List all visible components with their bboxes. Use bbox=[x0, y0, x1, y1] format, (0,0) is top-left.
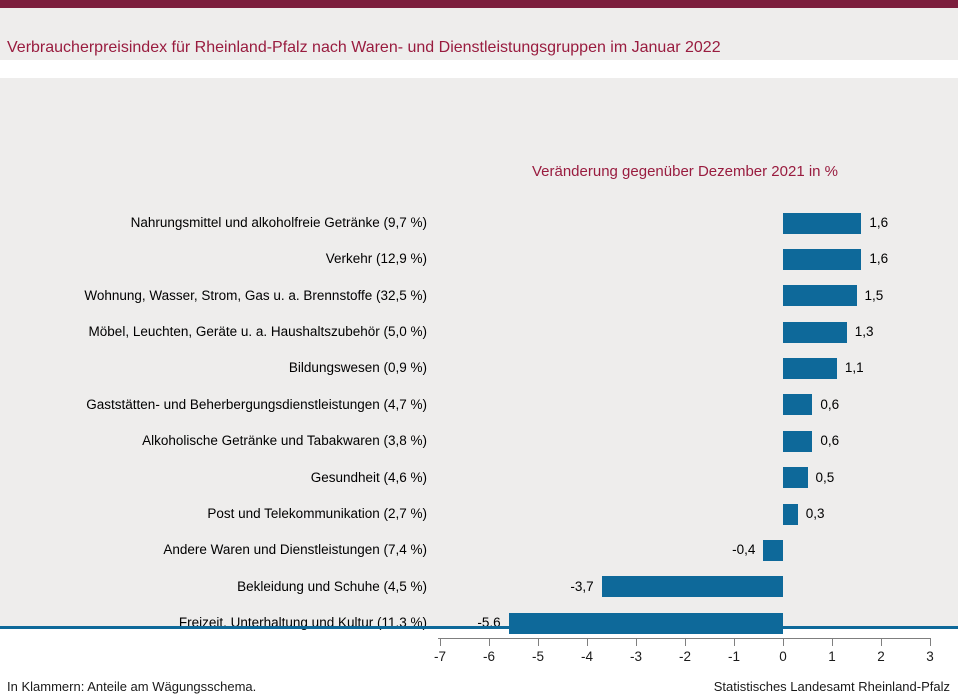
axis-tick bbox=[832, 638, 833, 646]
bar bbox=[763, 539, 783, 561]
footer-accent-line bbox=[0, 626, 958, 629]
bar bbox=[783, 467, 808, 489]
bar-row: Bildungswesen (0,9 %) 1,1 bbox=[0, 350, 958, 387]
axis-tick-label: 3 bbox=[926, 649, 934, 664]
bar bbox=[783, 249, 862, 271]
axis-tick-label: -4 bbox=[580, 649, 593, 664]
axis-tick bbox=[538, 638, 539, 646]
bar-row: Bekleidung und Schuhe (4,5 %) -3,7 bbox=[0, 569, 958, 606]
bar-row: Wohnung, Wasser, Strom, Gas u. a. Brenns… bbox=[0, 278, 958, 315]
value-label: 0,6 bbox=[820, 396, 840, 412]
category-label: Nahrungsmittel und alkoholfreie Getränke… bbox=[130, 215, 427, 230]
category-label: Freizeit, Unterhaltung und Kultur (11,3 … bbox=[178, 614, 427, 630]
bar bbox=[783, 430, 813, 452]
chart-panel: Veränderung gegenüber Dezember 2021 in %… bbox=[0, 78, 958, 694]
axis-tick bbox=[930, 638, 931, 646]
title-band: Verbraucherpreisindex für Rheinland-Pfal… bbox=[0, 8, 958, 60]
bar-row: Gesundheit (4,6 %) 0,5 bbox=[0, 460, 958, 497]
value-label: -3,7 bbox=[570, 578, 594, 594]
footnote: In Klammern: Anteile am Wägungsschema. bbox=[7, 679, 257, 694]
category-label: Andere Waren und Dienstleistungen (7,4 %… bbox=[163, 542, 427, 558]
category-label: Post und Telekommunikation (2,7 %) bbox=[207, 505, 427, 521]
axis-tick-label: -6 bbox=[482, 649, 495, 664]
value-label: 0,6 bbox=[820, 433, 840, 449]
category-label: Wohnung, Wasser, Strom, Gas u. a. Brenns… bbox=[84, 287, 427, 303]
axis-tick-label: 0 bbox=[779, 649, 787, 664]
axis-tick bbox=[489, 638, 490, 646]
bar bbox=[508, 612, 783, 634]
axis-tick bbox=[587, 638, 588, 646]
bar-row: Nahrungsmittel und alkoholfreie Getränke… bbox=[0, 205, 958, 242]
value-label: 1,3 bbox=[854, 324, 874, 340]
header-accent-bar bbox=[0, 0, 958, 8]
axis-tick-label: -5 bbox=[531, 649, 544, 664]
axis-tick bbox=[881, 638, 882, 646]
category-label: Bekleidung und Schuhe (4,5 %) bbox=[237, 578, 427, 594]
value-label: 0,3 bbox=[805, 505, 825, 521]
value-label: 0,5 bbox=[815, 469, 835, 485]
bar bbox=[783, 394, 813, 416]
axis-tick-label: -3 bbox=[629, 649, 642, 664]
bar-row: Post und Telekommunikation (2,7 %) 0,3 bbox=[0, 496, 958, 533]
axis-tick bbox=[783, 638, 784, 646]
page-title: Verbraucherpreisindex für Rheinland-Pfal… bbox=[7, 39, 721, 56]
bar bbox=[783, 285, 857, 307]
category-label: Möbel, Leuchten, Geräte u. a. Haushaltsz… bbox=[88, 324, 427, 340]
bar-row: Gaststätten- und Beherbergungsdienstleis… bbox=[0, 387, 958, 424]
axis-tick bbox=[685, 638, 686, 646]
axis-tick-label: -7 bbox=[433, 649, 446, 664]
axis-tick-label: 2 bbox=[877, 649, 885, 664]
source-credit: Statistisches Landesamt Rheinland-Pfalz bbox=[713, 679, 950, 694]
title-separator bbox=[0, 60, 958, 78]
value-label: 1,6 bbox=[869, 215, 889, 230]
category-label: Gaststätten- und Beherbergungsdienstleis… bbox=[86, 396, 427, 412]
value-label: 1,6 bbox=[869, 251, 889, 267]
bar bbox=[601, 576, 783, 598]
category-label: Alkoholische Getränke und Tabakwaren (3,… bbox=[142, 433, 427, 449]
axis-tick-label: 1 bbox=[828, 649, 836, 664]
bar-row: Verkehr (12,9 %) 1,6 bbox=[0, 241, 958, 278]
axis-tick bbox=[440, 638, 441, 646]
bar-row: Möbel, Leuchten, Geräte u. a. Haushaltsz… bbox=[0, 314, 958, 351]
value-label: -0,4 bbox=[732, 542, 756, 558]
bar-row: Andere Waren und Dienstleistungen (7,4 %… bbox=[0, 532, 958, 569]
bar bbox=[783, 321, 847, 343]
axis-tick bbox=[734, 638, 735, 646]
bar-row: Alkoholische Getränke und Tabakwaren (3,… bbox=[0, 423, 958, 460]
chart-subtitle: Veränderung gegenüber Dezember 2021 in % bbox=[531, 163, 839, 180]
axis-tick-label: -2 bbox=[678, 649, 691, 664]
axis-tick-label: -1 bbox=[727, 649, 740, 664]
category-label: Verkehr (12,9 %) bbox=[325, 251, 427, 267]
value-label: 1,5 bbox=[864, 287, 884, 303]
bar bbox=[783, 503, 798, 525]
value-label: 1,1 bbox=[844, 360, 864, 376]
bar bbox=[783, 212, 862, 234]
axis-tick bbox=[636, 638, 637, 646]
category-label: Gesundheit (4,6 %) bbox=[310, 469, 427, 485]
value-label: -5,6 bbox=[477, 614, 501, 630]
category-label: Bildungswesen (0,9 %) bbox=[288, 360, 427, 376]
bar bbox=[783, 358, 837, 380]
bar-row: Freizeit, Unterhaltung und Kultur (11,3 … bbox=[0, 605, 958, 642]
